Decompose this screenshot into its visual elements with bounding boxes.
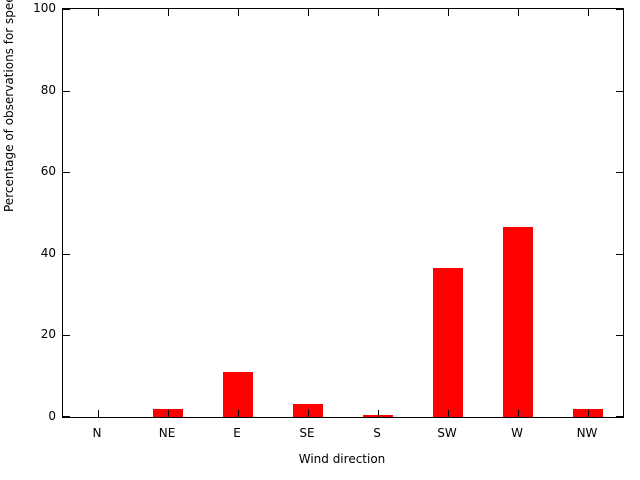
y-tick-mark — [63, 254, 70, 255]
x-tick-label-S: S — [373, 426, 381, 440]
y-tick-label: 80 — [40, 83, 56, 97]
y-tick-mark — [616, 9, 623, 10]
y-tick-mark — [616, 91, 623, 92]
x-tick-mark — [518, 9, 519, 16]
x-tick-mark — [378, 410, 379, 417]
y-tick-label: 60 — [40, 164, 56, 178]
x-tick-label-NW: NW — [576, 426, 598, 440]
x-tick-label-NE: NE — [158, 426, 176, 440]
y-tick-mark — [63, 9, 70, 10]
x-tick-mark — [168, 9, 169, 16]
x-tick-label-E: E — [233, 426, 241, 440]
x-tick-mark — [98, 9, 99, 16]
bar-E — [223, 372, 253, 417]
y-tick-mark — [616, 254, 623, 255]
y-tick-label: 0 — [48, 409, 56, 423]
y-tick-mark — [63, 172, 70, 173]
x-tick-mark — [588, 410, 589, 417]
x-tick-mark — [588, 9, 589, 16]
y-tick-mark — [616, 335, 623, 336]
y-tick-mark — [63, 416, 70, 417]
x-tick-mark — [168, 410, 169, 417]
bar-SW — [433, 268, 463, 417]
x-tick-mark — [448, 9, 449, 16]
y-tick-label: 100 — [33, 1, 56, 15]
x-tick-mark — [308, 9, 309, 16]
x-tick-label-SE: SE — [299, 426, 315, 440]
bar-W — [503, 227, 533, 417]
x-tick-mark — [448, 410, 449, 417]
x-axis-title: Wind direction — [298, 452, 386, 466]
x-tick-mark — [378, 9, 379, 16]
x-tick-mark — [98, 410, 99, 417]
y-tick-mark — [63, 335, 70, 336]
y-tick-mark — [616, 172, 623, 173]
x-tick-label-W: W — [511, 426, 523, 440]
x-tick-label-SW: SW — [437, 426, 457, 440]
x-tick-mark — [238, 9, 239, 16]
y-tick-label: 40 — [40, 246, 56, 260]
x-tick-mark — [238, 410, 239, 417]
plot-area — [62, 8, 624, 418]
y-tick-mark — [63, 91, 70, 92]
x-tick-mark — [308, 410, 309, 417]
y-tick-mark — [616, 416, 623, 417]
y-tick-label: 20 — [40, 327, 56, 341]
x-tick-mark — [518, 410, 519, 417]
x-tick-label-N: N — [92, 426, 102, 440]
